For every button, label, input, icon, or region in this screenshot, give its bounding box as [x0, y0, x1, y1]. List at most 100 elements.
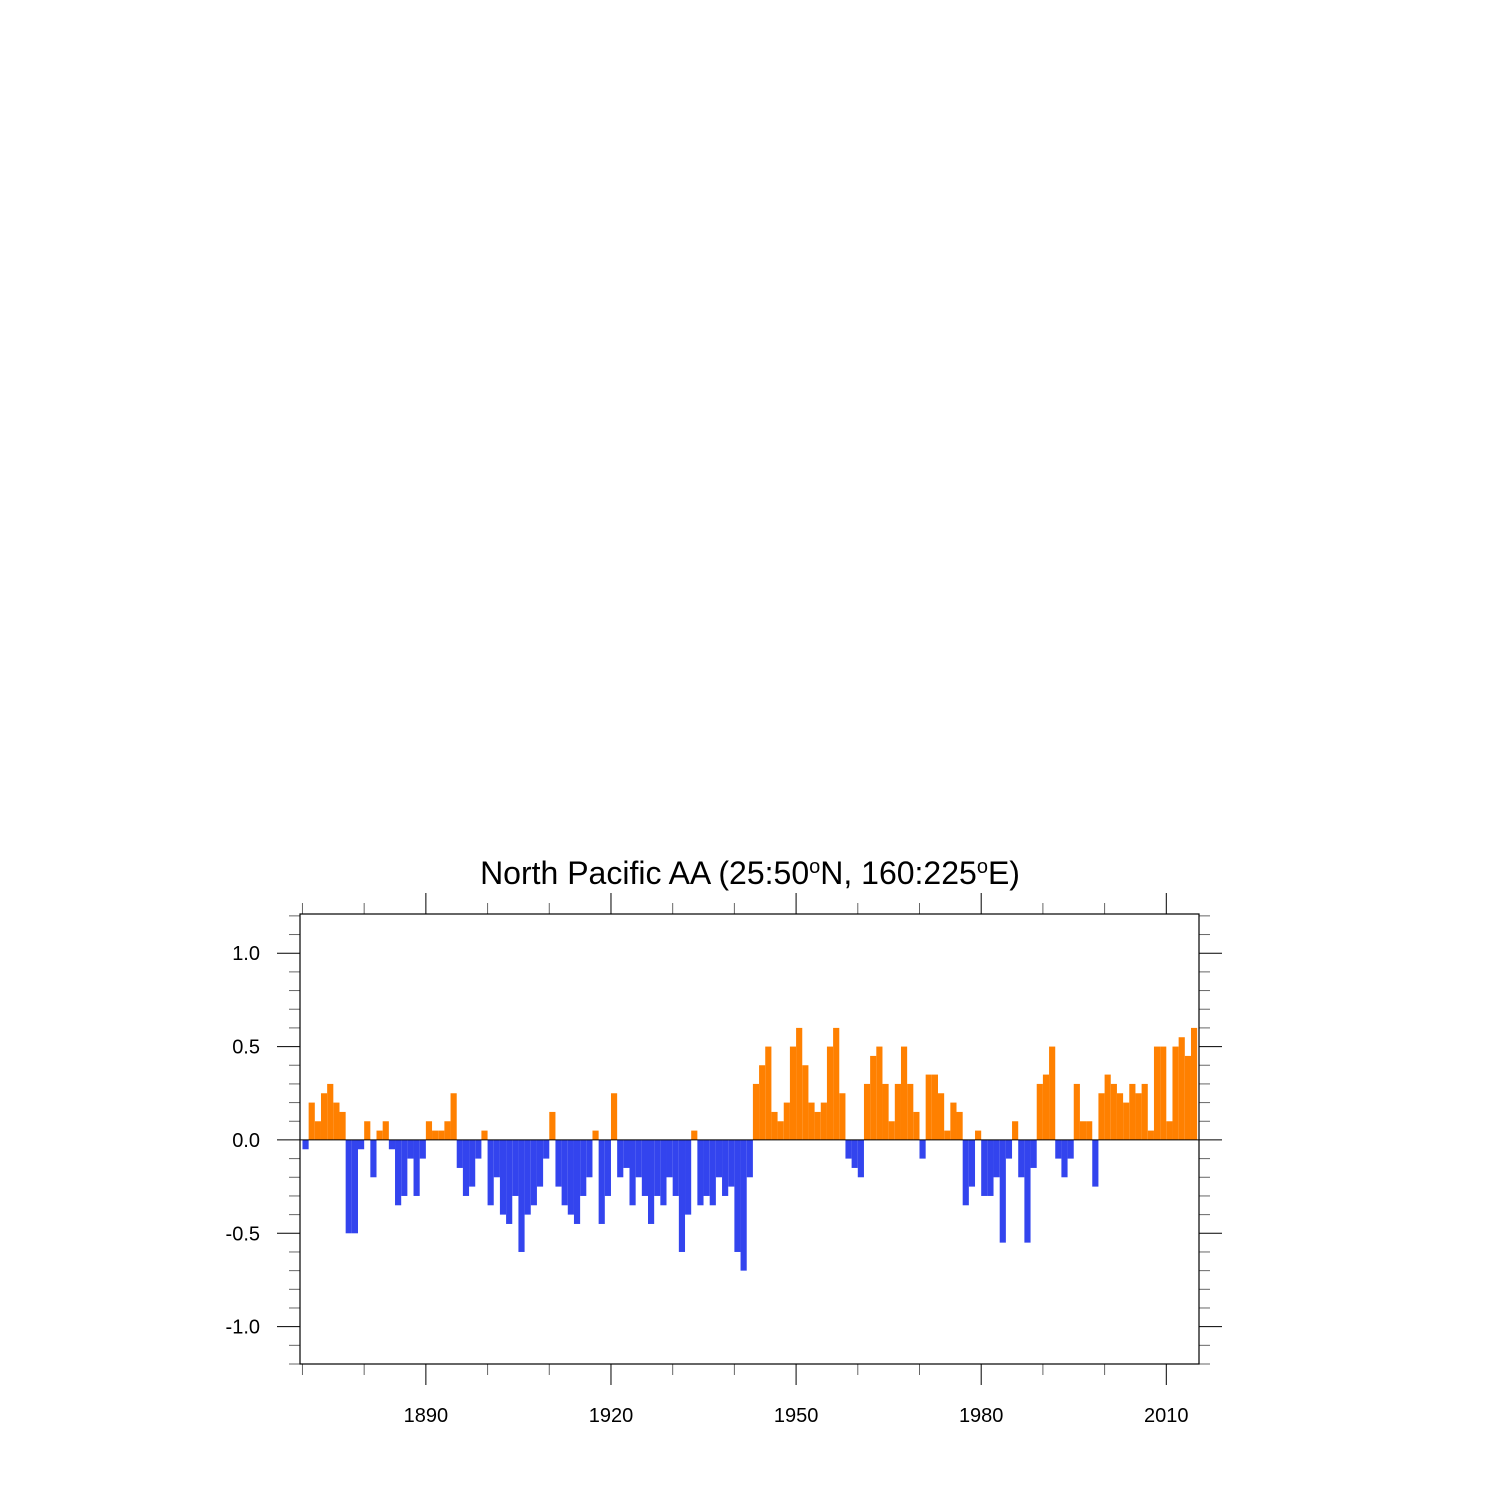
chart-title: North Pacific AA (25:50oN, 160:225oE): [480, 855, 1020, 891]
bar: [555, 1139, 562, 1187]
bar: [987, 1139, 994, 1196]
bar: [678, 1139, 686, 1252]
bar: [327, 1083, 334, 1140]
bar: [407, 1139, 414, 1159]
bar: [1092, 1139, 1099, 1187]
bar: [845, 1139, 852, 1159]
title-text: E): [988, 855, 1020, 891]
bar: [364, 1121, 371, 1140]
bar: [345, 1139, 352, 1234]
bar: [814, 1111, 821, 1140]
bar: [962, 1139, 969, 1206]
bar: [715, 1139, 723, 1178]
bar: [888, 1121, 895, 1140]
bar: [672, 1139, 679, 1196]
bar: [1110, 1083, 1117, 1140]
bar: [302, 1139, 309, 1150]
x-tick-label: 1950: [774, 1405, 819, 1427]
bar: [419, 1139, 426, 1159]
bar: [1129, 1083, 1136, 1140]
bar: [808, 1102, 815, 1140]
bar: [425, 1121, 433, 1140]
bar: [573, 1139, 581, 1224]
bar: [1079, 1121, 1087, 1140]
bar: [746, 1139, 753, 1178]
bar: [777, 1121, 784, 1140]
bar: [1049, 1046, 1056, 1140]
bar: [333, 1102, 340, 1140]
bar: [586, 1139, 593, 1178]
bar: [660, 1139, 667, 1206]
bar: [1178, 1037, 1185, 1140]
title-superscript: o: [809, 856, 820, 878]
bar: [894, 1083, 901, 1140]
bar: [796, 1027, 803, 1140]
bar: [740, 1139, 747, 1271]
bar: [950, 1102, 957, 1140]
bar: [1055, 1139, 1062, 1159]
bar: [789, 1046, 797, 1140]
bar: [1067, 1139, 1074, 1159]
bar: [413, 1139, 420, 1196]
bar: [382, 1121, 389, 1140]
bar: [524, 1139, 531, 1215]
bar: [438, 1130, 445, 1140]
bar: [1147, 1130, 1154, 1140]
bar: [370, 1139, 377, 1178]
bar: [1190, 1027, 1198, 1140]
bar: [857, 1139, 864, 1178]
bar: [820, 1102, 827, 1140]
bar: [993, 1139, 1000, 1178]
bar: [1184, 1055, 1191, 1140]
bar: [691, 1130, 698, 1140]
y-tick-label: -0.5: [226, 1223, 260, 1245]
x-tick-label: 1920: [589, 1405, 634, 1427]
bar: [956, 1111, 963, 1140]
bar: [1116, 1093, 1124, 1140]
bar: [1036, 1083, 1043, 1140]
bar: [919, 1139, 926, 1159]
bar: [512, 1139, 519, 1196]
bar: [876, 1046, 883, 1140]
bar: [999, 1139, 1006, 1243]
bar: [1104, 1074, 1111, 1140]
bar: [604, 1139, 611, 1196]
bar: [641, 1139, 648, 1196]
bar: [610, 1093, 618, 1140]
title-text: North Pacific AA (25:50: [480, 855, 809, 891]
bar: [771, 1111, 778, 1140]
bar: [314, 1121, 321, 1140]
bar: [536, 1139, 544, 1187]
plot-frame: [299, 913, 1200, 1365]
bar: [981, 1139, 988, 1196]
bar: [802, 1065, 809, 1140]
bar: [1061, 1139, 1068, 1178]
bar: [975, 1130, 982, 1140]
bar: [1005, 1139, 1013, 1159]
bar: [1073, 1083, 1080, 1140]
bar: [339, 1111, 346, 1140]
bar: [499, 1139, 507, 1215]
bar: [543, 1139, 550, 1159]
bar: [1024, 1139, 1031, 1243]
bar: [931, 1074, 938, 1140]
bar: [1030, 1139, 1037, 1168]
bar: [759, 1065, 766, 1140]
bar: [580, 1139, 587, 1196]
bar: [629, 1139, 636, 1206]
bar: [518, 1139, 525, 1252]
bar: [1012, 1121, 1019, 1140]
bar: [1172, 1046, 1179, 1140]
bar: [444, 1121, 451, 1140]
bar: [506, 1139, 513, 1224]
x-tick-label: 1980: [959, 1405, 1004, 1427]
bar: [900, 1046, 908, 1140]
y-tick-label: -1.0: [226, 1317, 260, 1339]
bar: [376, 1130, 383, 1140]
bar: [703, 1139, 710, 1196]
bar: [722, 1139, 729, 1196]
bar: [666, 1139, 673, 1178]
title-text: N, 160:225: [820, 855, 977, 891]
bar: [1135, 1093, 1142, 1140]
